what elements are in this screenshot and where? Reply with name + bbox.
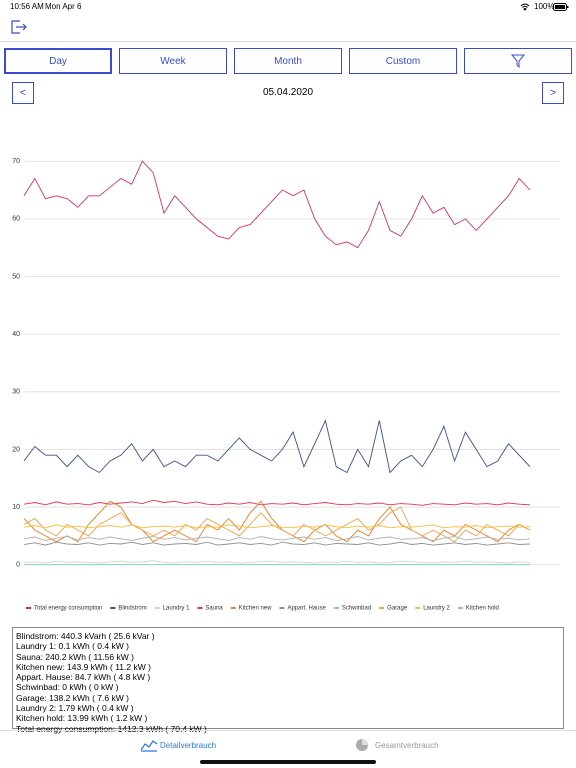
y-tick-label: 30 — [12, 389, 20, 396]
series-line — [23, 536, 531, 541]
summary-line: Laundry 1: 0.1 kWh ( 0.4 kW ) — [16, 641, 129, 652]
summary-line: Sauna: 240.2 kWh ( 11.56 kW ) — [16, 651, 134, 662]
legend-label: Garage — [387, 606, 408, 612]
series-line — [23, 524, 531, 529]
date-label: 05.04.2020 — [262, 87, 314, 98]
series-line — [23, 499, 531, 506]
y-tick-label: 40 — [12, 331, 20, 338]
summary-line: Blindstrom: 440.3 kVarh ( 25.6 kVar ) — [16, 631, 155, 641]
tab-gesamtverbrauch[interactable]: Gesamtverbrauch — [375, 741, 439, 750]
tabbar-divider — [0, 730, 576, 731]
legend-label: Total energy consumption — [34, 606, 102, 612]
summary-line: Kitchen new: 143.9 kWh ( 11.2 kW ) — [16, 661, 151, 672]
status-time: 10:56 AM — [10, 2, 44, 11]
summary-line: Kitchen hold: 13.99 kWh ( 1.2 kW ) — [16, 713, 148, 724]
detail-icon — [140, 740, 158, 752]
legend-label: Kitchen hold — [466, 606, 499, 612]
y-tick-label: 20 — [12, 446, 20, 453]
header-divider — [0, 41, 576, 42]
tab-week[interactable]: Week — [119, 48, 227, 74]
y-tick-label: 0 — [16, 562, 20, 569]
status-battery: 100% — [534, 2, 555, 11]
next-button[interactable]: > — [542, 82, 564, 104]
series-line — [23, 160, 531, 249]
legend-label: Laundry 2 — [423, 606, 450, 612]
series-line — [23, 541, 531, 546]
tab-month[interactable]: Month — [234, 48, 342, 74]
legend-label: Appart. Hause — [287, 606, 326, 612]
tab-detailverbrauch[interactable]: Detailverbrauch — [160, 741, 217, 750]
y-tick-label: 10 — [12, 504, 20, 511]
pie-icon — [356, 739, 368, 751]
summary-line: Appart. Hause: 84.7 kWh ( 4.8 kW ) — [16, 672, 151, 683]
filter-button[interactable] — [464, 48, 572, 74]
y-tick-label: 60 — [12, 216, 20, 223]
legend-label: Laundry 1 — [163, 606, 190, 612]
status-date: Mon Apr 6 — [45, 2, 82, 11]
chart: 0 10 20 30 40 50 60 70 Total energy consumption B… — [12, 158, 560, 612]
series-line — [23, 560, 531, 564]
tab-custom[interactable]: Custom — [349, 48, 457, 74]
y-tick-label: 70 — [12, 158, 20, 165]
prev-button[interactable]: < — [12, 82, 34, 104]
home-indicator — [200, 760, 376, 764]
series-line — [23, 500, 531, 543]
tab-day[interactable]: Day — [4, 48, 112, 74]
logout-button[interactable] — [10, 18, 28, 36]
legend-label: Schwinbad — [342, 606, 371, 612]
filter-icon — [511, 54, 525, 68]
series-line — [23, 419, 531, 474]
summary-line: Laundry 2: 1.79 kWh ( 0.4 kW ) — [16, 703, 134, 714]
legend-label: Kitchen new — [239, 606, 272, 612]
legend-label: Sauna — [205, 606, 223, 612]
wifi-icon — [520, 3, 530, 11]
series-line — [23, 506, 531, 543]
battery-icon — [553, 3, 569, 11]
legend-label: Blindstrom — [118, 606, 146, 612]
summary-line: Schwinbad: 0 kWh ( 0 kW ) — [16, 682, 119, 693]
y-tick-label: 50 — [12, 273, 20, 280]
summary-line: Garage: 138.2 kWh ( 7.6 kW ) — [16, 692, 129, 703]
summary-line: Total energy consumption: 1412.3 kWh ( 7… — [16, 723, 207, 734]
summary-box: Blindstrom: 440.3 kVarh ( 25.6 kVar ) Lau… — [12, 627, 564, 734]
